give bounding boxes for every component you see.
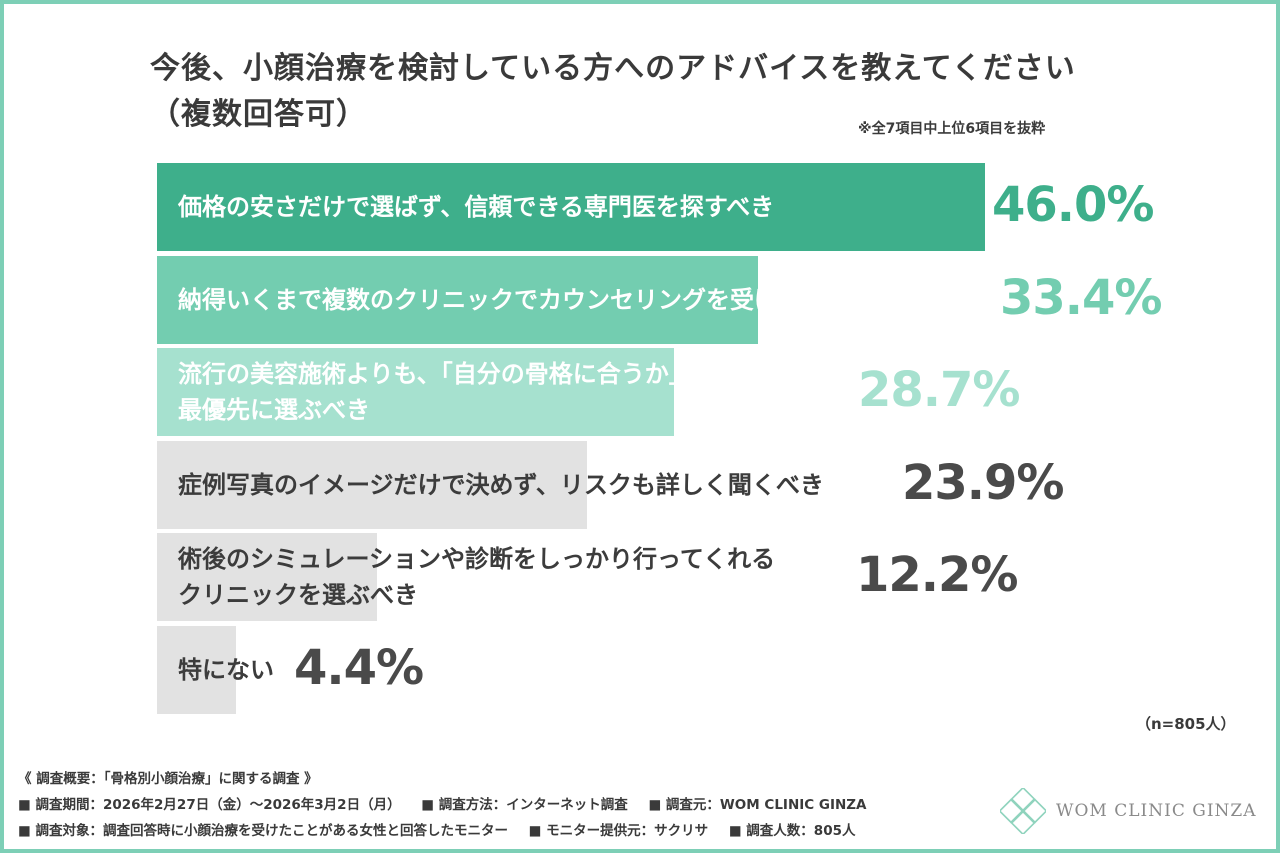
survey-overview: 《 調査概要：「骨格別小顔治療」に関する調査 》 ■ 調査期間：2026年2月2…	[18, 766, 883, 844]
survey-heading: 《 調査概要：「骨格別小顔治療」に関する調査 》	[18, 771, 318, 787]
bar-value-label: 12.2%	[856, 547, 1019, 603]
bar-label: 術後のシミュレーションや診断をしっかり行ってくれる クリニックを選ぶべき	[178, 545, 776, 609]
bar	[157, 533, 377, 621]
bar-value-label: 23.9%	[902, 454, 1065, 511]
survey-provider: ■ モニター提供元：サクリサ	[528, 823, 709, 839]
bar-value-label: 33.4%	[1000, 269, 1163, 326]
chart-note: ※全7項目中上位6項目を抜粋	[858, 121, 1046, 137]
survey-method: ■ 調査方法：インターネット調査	[421, 797, 628, 813]
survey-count: ■ 調査人数：805人	[728, 823, 856, 839]
bar-value-label: 28.7%	[858, 362, 1021, 418]
survey-target: ■ 調査対象：調査回答時に小顔治療を受けたことがある女性と回答したモニター	[18, 823, 508, 839]
bar	[157, 440, 588, 529]
chart-title: 今後、小顔治療を検討している方へのアドバイスを教えてください （複数回答可）	[150, 51, 1076, 132]
bar-label: 納得いくまで複数のクリニックでカウンセリングを受けるべき	[178, 285, 850, 314]
diamond-lattice-icon	[1000, 788, 1046, 834]
bar-value-label: 4.4%	[294, 639, 424, 696]
bar-label: 症例写真のイメージだけで決めず、リスクも詳しく聞くべき	[178, 470, 824, 499]
bar-label: 流行の美容施術よりも、「自分の骨格に合うか」を 最優先に選ぶべき	[178, 360, 717, 424]
sample-size-label: （n=805人）	[1136, 715, 1236, 733]
survey-period: ■ 調査期間：2026年2月27日（金）〜2026年3月2日（月）	[18, 797, 401, 813]
clinic-logo-text: WOM CLINIC GINZA	[1056, 801, 1257, 821]
bar	[157, 348, 674, 436]
bar	[157, 255, 759, 344]
bar	[157, 163, 985, 251]
bar-label: 特にない	[178, 655, 274, 684]
bar-value-label: 46.0%	[992, 177, 1155, 233]
bar	[157, 625, 237, 714]
bar-label: 価格の安さだけで選ばず、信頼できる専門医を探すべき	[178, 193, 775, 221]
clinic-logo: WOM CLINIC GINZA	[1000, 788, 1257, 834]
survey-source: ■ 調査元：WOM CLINIC GINZA	[648, 797, 867, 813]
